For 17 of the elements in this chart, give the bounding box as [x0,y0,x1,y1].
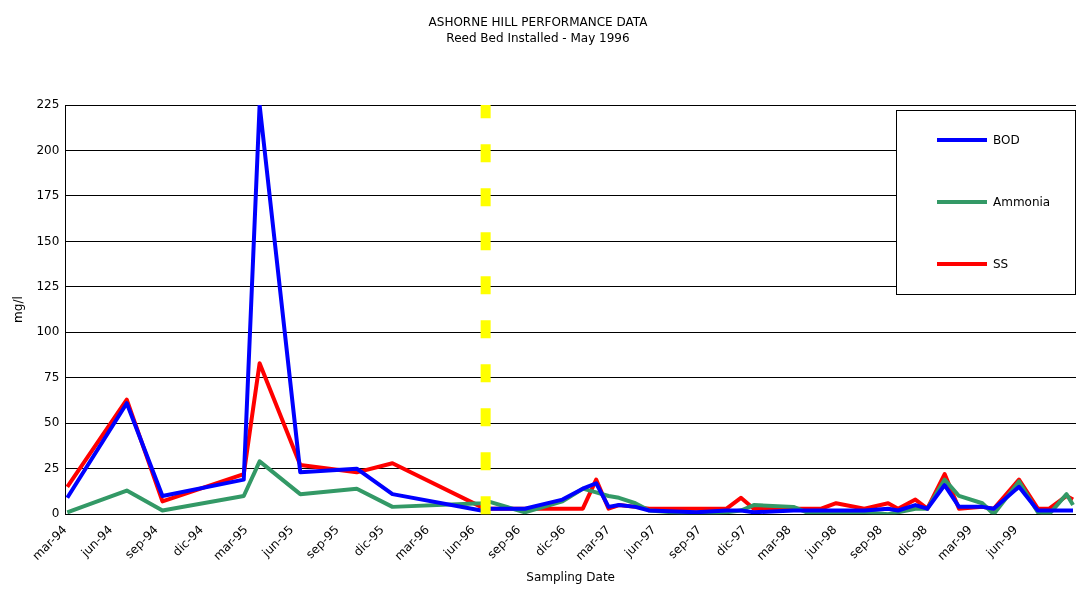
y-tick-label: 100 [36,324,60,339]
y-tick-label: 0 [51,506,60,521]
chart-title: ASHORNE HILL PERFORMANCE DATA [427,14,649,30]
legend-label: Ammonia [993,195,1051,209]
legend-label: BOD [993,133,1020,147]
y-tick-label: 200 [36,142,60,157]
y-tick-label: 225 [36,97,60,112]
y-tick-label: 125 [36,278,60,293]
y-axis-title: mg/l [11,296,26,323]
y-tick-label: 25 [44,460,60,475]
y-tick-label: 175 [36,188,60,203]
legend-label: SS [993,257,1009,271]
y-tick-label: 75 [44,369,60,384]
chart-subtitle: Reed Bed Installed - May 1996 [445,30,631,46]
y-tick-label: 150 [36,233,60,248]
x-axis-title: Sampling Date [526,569,615,584]
y-tick-label: 50 [44,415,60,430]
